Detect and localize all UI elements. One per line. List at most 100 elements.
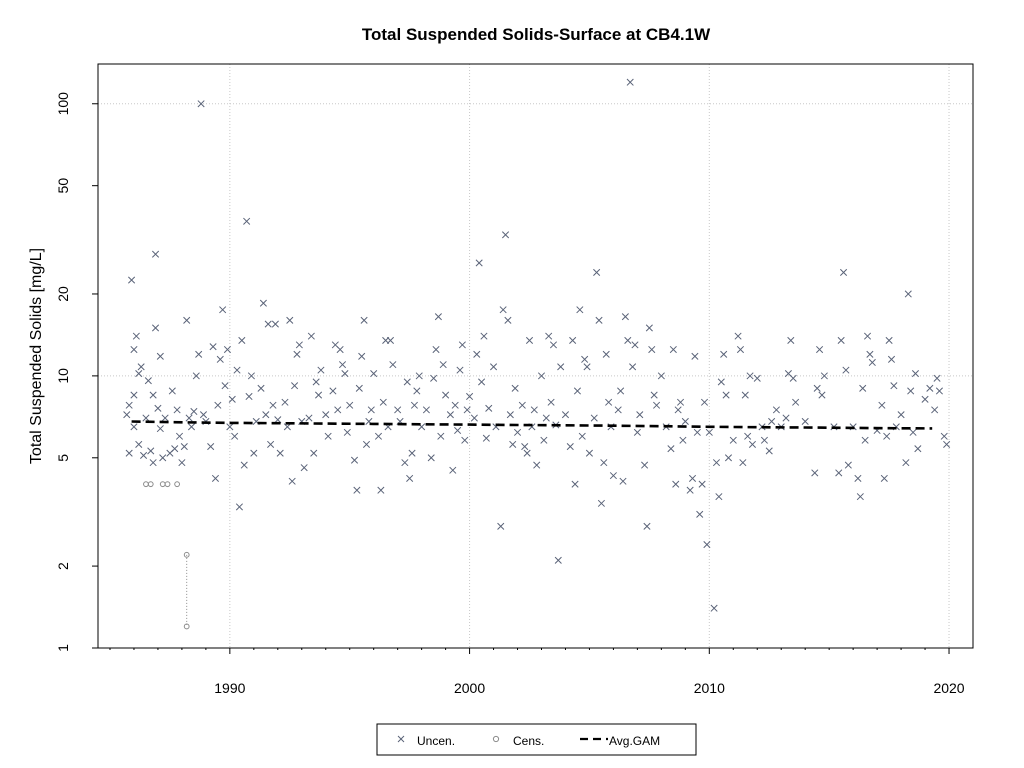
uncen-point-114 [406, 474, 414, 482]
uncen-point-252 [813, 384, 821, 392]
uncen-point-164 [545, 332, 553, 340]
x-tick-label-1990: 1990 [214, 680, 245, 696]
uncen-point-81 [312, 378, 320, 386]
uncen-point-64 [267, 440, 275, 448]
uncen-point-16 [149, 459, 157, 467]
uncen-point-213 [681, 417, 689, 426]
uncen-point-188 [609, 472, 617, 480]
uncen-point-142 [482, 434, 490, 442]
uncen-point-82 [314, 391, 323, 399]
uncen-point-5 [130, 423, 138, 431]
uncen-point-276 [890, 382, 898, 390]
uncen-point-122 [430, 374, 438, 382]
uncen-point-182 [595, 316, 603, 324]
uncen-point-103 [374, 432, 383, 440]
uncen-point-31 [183, 316, 191, 324]
uncen-point-55 [243, 217, 251, 225]
uncen-point-211 [676, 398, 685, 406]
uncen-point-282 [909, 428, 917, 436]
uncen-point-183 [597, 499, 605, 507]
uncen-point-63 [264, 320, 272, 328]
uncen-point-140 [478, 378, 486, 386]
plot-frame [97, 63, 974, 649]
cens-point-0 [143, 481, 149, 488]
uncen-point-15 [149, 391, 157, 399]
legend-box [376, 723, 697, 756]
uncen-point-265 [859, 384, 867, 392]
uncen-point-22 [159, 454, 167, 462]
uncen-point-3 [128, 276, 136, 284]
uncen-point-172 [569, 336, 577, 344]
uncen-point-58 [250, 449, 258, 457]
uncen-point-121 [427, 454, 435, 462]
uncen-point-2 [125, 401, 133, 409]
uncen-point-166 [549, 341, 558, 349]
uncen-point-83 [317, 366, 325, 374]
uncen-point-278 [897, 411, 905, 419]
uncen-point-123 [432, 345, 440, 354]
uncen-point-162 [540, 436, 548, 444]
uncen-point-224 [712, 459, 721, 467]
uncen-point-200 [643, 522, 651, 530]
uncen-point-245 [782, 414, 790, 422]
uncen-point-53 [238, 336, 246, 344]
uncen-point-263 [854, 474, 862, 482]
uncen-point-125 [437, 432, 445, 440]
uncen-point-267 [863, 332, 872, 340]
uncen-point-148 [501, 231, 510, 239]
uncen-point-131 [454, 426, 462, 435]
x-tick-label-2000: 2000 [454, 680, 485, 696]
uncen-point-266 [861, 436, 869, 444]
uncen-point-174 [573, 387, 582, 395]
y-tick-label-5: 5 [55, 454, 71, 462]
uncen-point-56 [245, 392, 253, 401]
uncen-point-152 [511, 384, 519, 392]
uncen-point-207 [667, 445, 675, 453]
uncen-point-65 [269, 401, 277, 409]
uncen-point-232 [736, 345, 745, 354]
uncen-point-219 [698, 480, 706, 488]
uncen-point-101 [367, 406, 375, 414]
uncen-point-138 [473, 350, 481, 358]
uncen-point-181 [593, 268, 601, 276]
uncen-point-261 [844, 461, 852, 469]
x-tick-label-2010: 2010 [694, 680, 725, 696]
uncen-point-150 [506, 411, 514, 419]
uncen-point-61 [259, 299, 267, 307]
uncen-point-260 [842, 366, 850, 374]
uncen-point-288 [933, 374, 941, 382]
uncen-point-264 [856, 493, 864, 501]
uncen-point-291 [943, 440, 951, 448]
uncen-point-66 [271, 320, 279, 328]
uncen-point-221 [703, 540, 711, 549]
uncen-point-147 [499, 306, 507, 314]
uncen-point-126 [439, 361, 447, 369]
uncen-point-130 [451, 401, 459, 409]
uncen-point-96 [355, 384, 363, 392]
uncen-point-161 [537, 372, 546, 380]
uncen-point-223 [710, 604, 718, 612]
uncen-point-217 [693, 428, 701, 436]
uncen-point-165 [547, 398, 555, 406]
grid [98, 64, 973, 648]
uncen-point-132 [456, 366, 464, 374]
uncen-point-194 [626, 78, 634, 86]
uncen-point-0 [123, 411, 131, 419]
uncen-point-80 [310, 449, 318, 457]
uncen-point-102 [370, 369, 378, 378]
uncen-point-25 [168, 387, 176, 395]
uncen-point-72 [288, 477, 296, 485]
uncen-point-178 [583, 363, 591, 371]
uncen-point-46 [221, 382, 229, 390]
uncen-point-210 [674, 406, 682, 414]
uncen-point-50 [231, 432, 239, 440]
uncen-point-287 [931, 406, 939, 414]
uncen-point-212 [679, 436, 687, 444]
uncen-point-170 [561, 411, 570, 419]
cens-point-2 [159, 481, 166, 488]
uncen-point-43 [214, 401, 222, 409]
uncen-point-198 [636, 411, 644, 419]
uncen-point-120 [422, 406, 430, 414]
uncen-point-279 [902, 459, 910, 467]
uncen-point-251 [811, 469, 819, 477]
